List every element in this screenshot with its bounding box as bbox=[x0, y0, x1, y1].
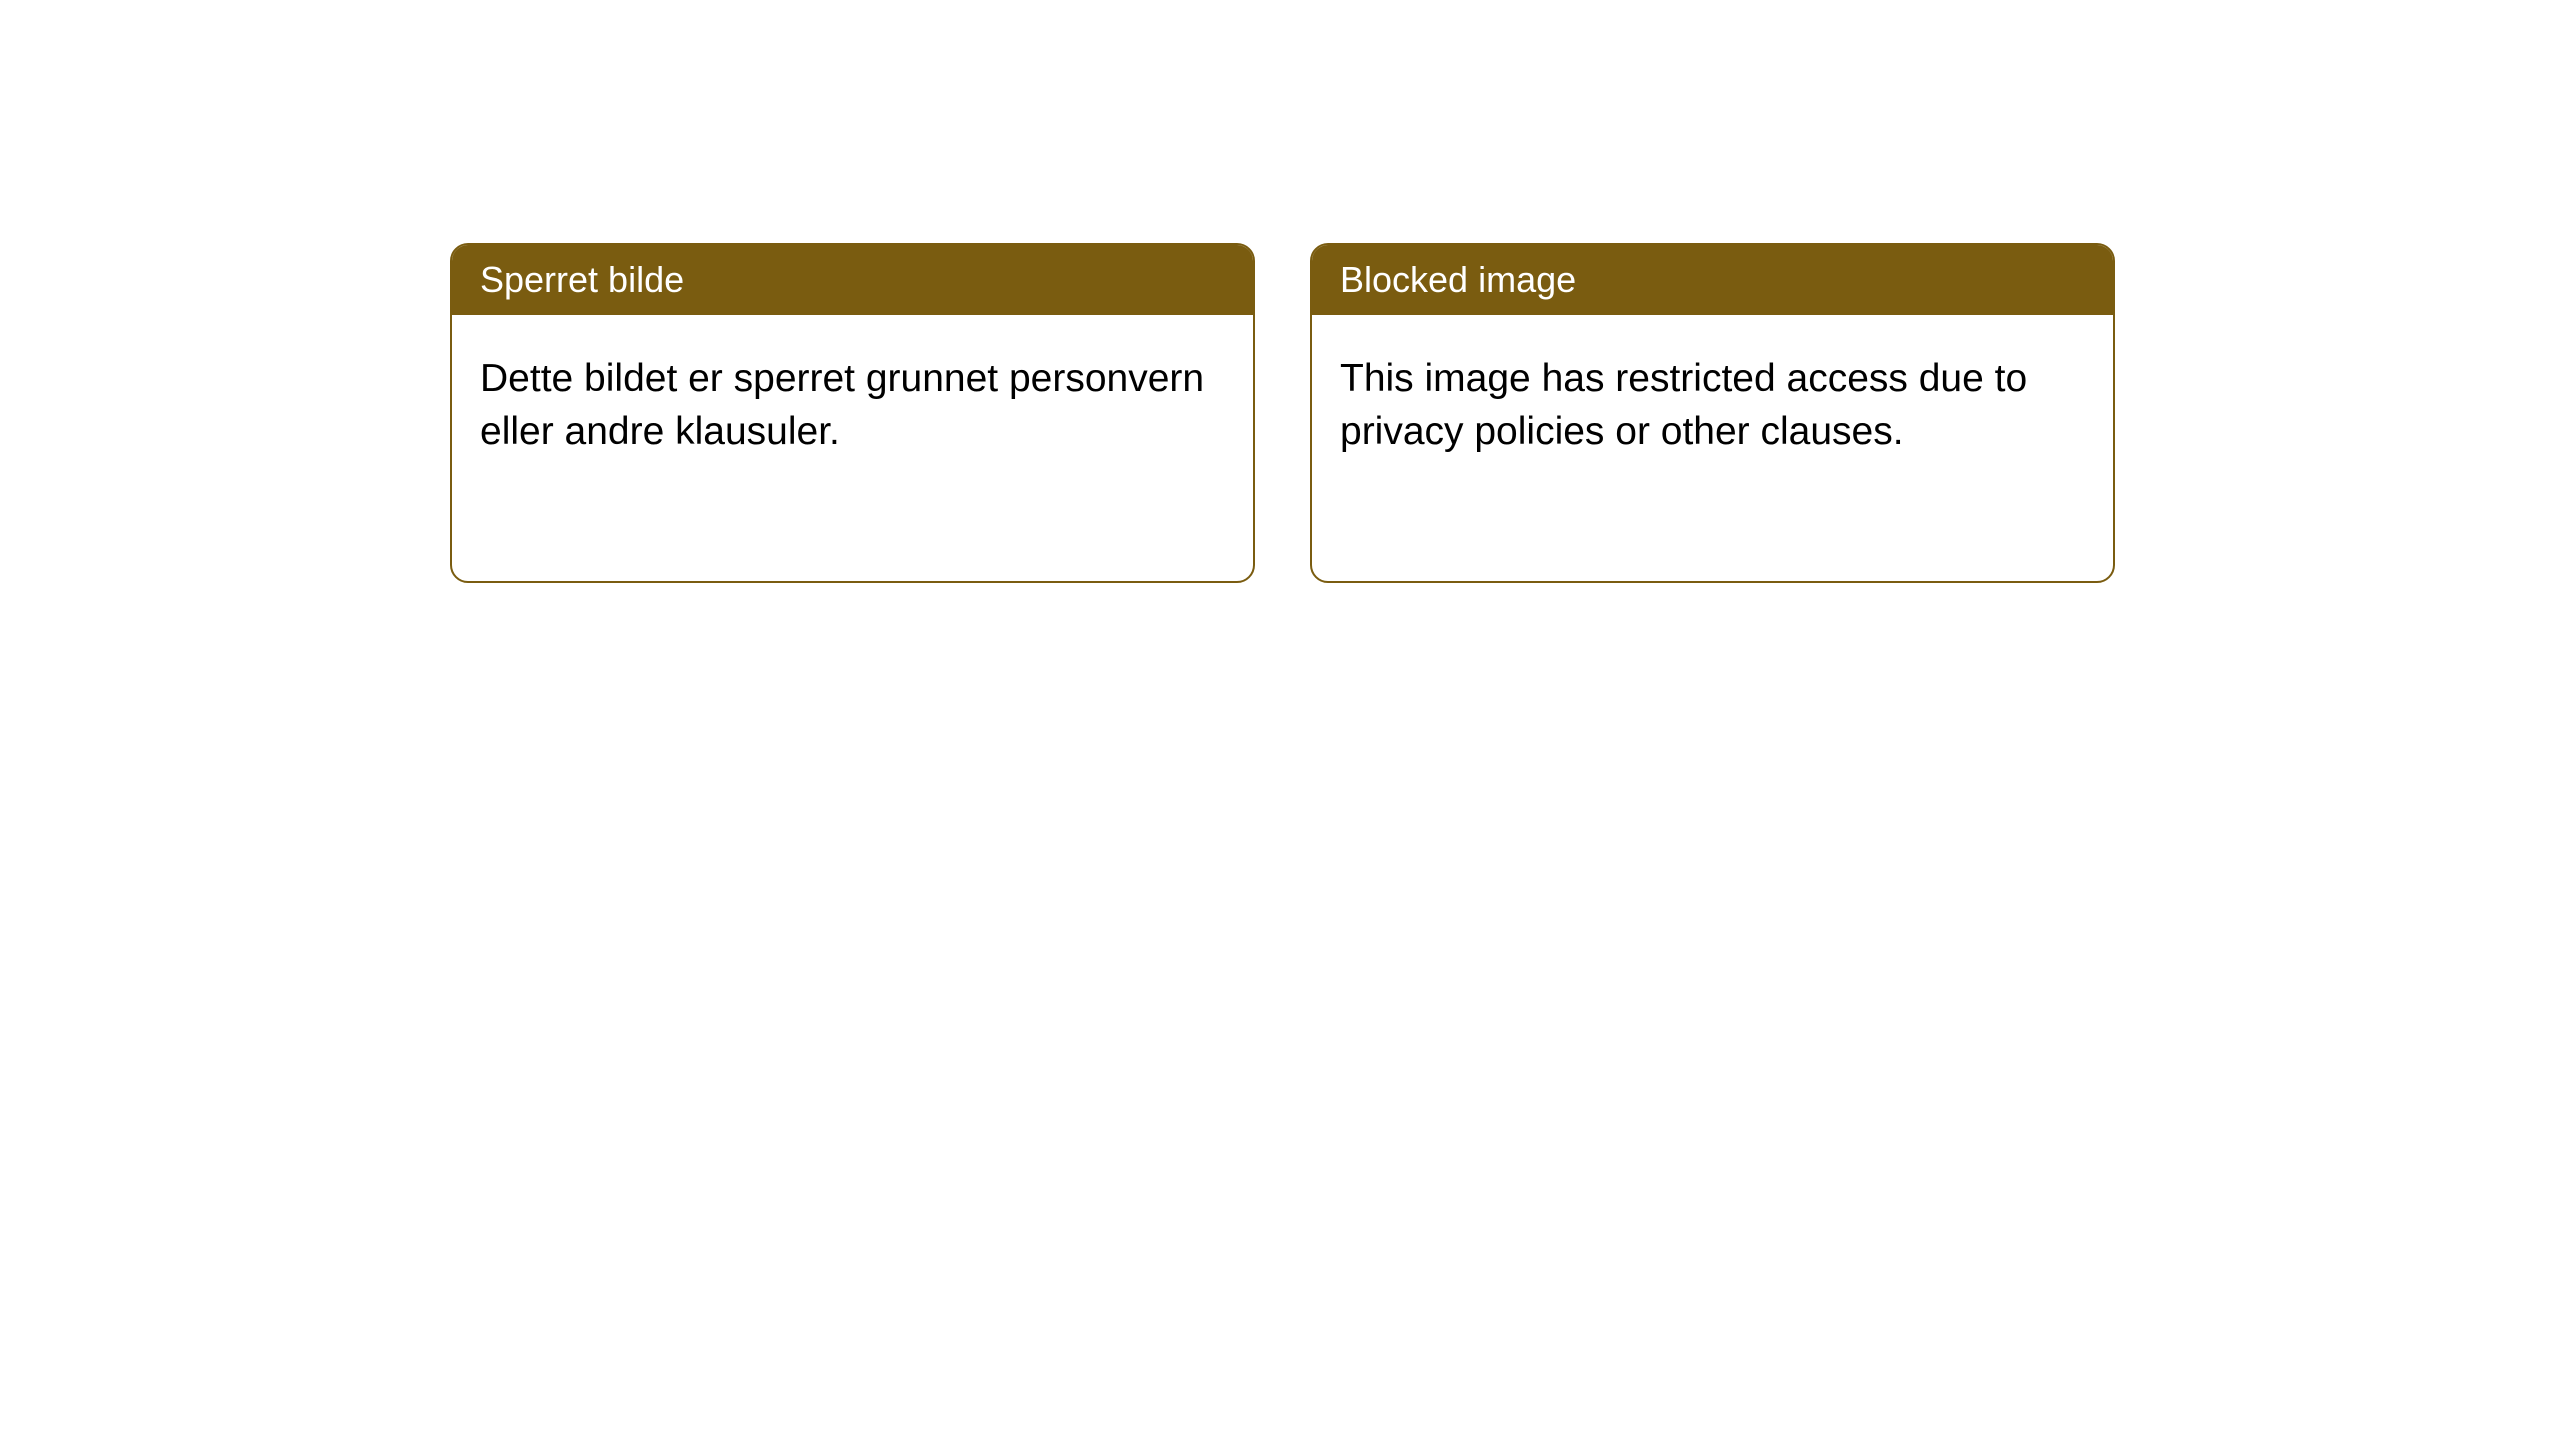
notice-card-english: Blocked image This image has restricted … bbox=[1310, 243, 2115, 583]
notice-body: Dette bildet er sperret grunnet personve… bbox=[452, 315, 1253, 496]
notice-body: This image has restricted access due to … bbox=[1312, 315, 2113, 496]
notice-card-norwegian: Sperret bilde Dette bildet er sperret gr… bbox=[450, 243, 1255, 583]
notice-header: Blocked image bbox=[1312, 245, 2113, 315]
notices-container: Sperret bilde Dette bildet er sperret gr… bbox=[450, 243, 2115, 583]
notice-header: Sperret bilde bbox=[452, 245, 1253, 315]
